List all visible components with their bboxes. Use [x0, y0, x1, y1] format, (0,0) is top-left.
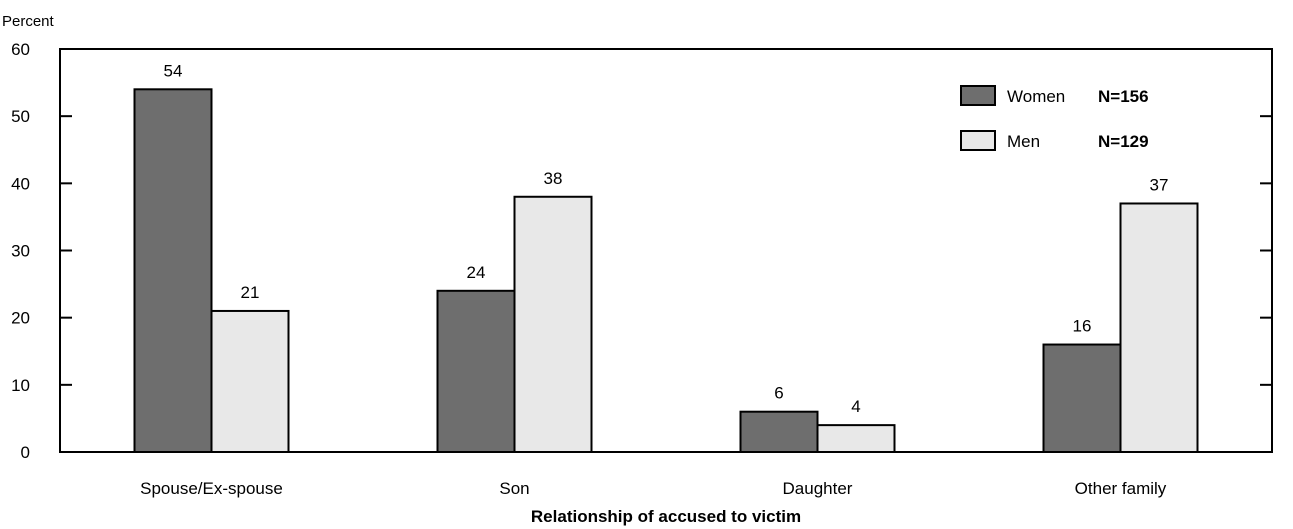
bar-men — [210, 309, 290, 454]
y-tick-label: 30 — [11, 242, 30, 261]
y-tick-label: 10 — [11, 376, 30, 395]
data-label: 37 — [1150, 175, 1169, 194]
y-tick-label: 0 — [21, 443, 30, 462]
y-tick-label: 20 — [11, 309, 30, 328]
x-category-label: Spouse/Ex-spouse — [140, 479, 283, 498]
bar-women — [739, 410, 819, 454]
data-label: 24 — [467, 263, 486, 282]
bars-group: 54 21 24 38 6 4 16 37 — [133, 61, 1199, 454]
data-label: 16 — [1073, 317, 1092, 336]
data-label: 21 — [241, 283, 260, 302]
bar-men — [816, 424, 896, 453]
legend-swatch-men — [960, 130, 996, 151]
data-label: 6 — [774, 384, 783, 403]
y-tick-label: 50 — [11, 107, 30, 126]
legend-label: Men — [1007, 132, 1040, 151]
legend-n-label: N=129 — [1098, 132, 1149, 151]
y-axis-label: Percent — [2, 13, 55, 30]
data-label: 4 — [851, 397, 860, 416]
bar-men — [513, 195, 593, 453]
legend: Women N=156 Men N=129 — [960, 85, 1149, 151]
bar-women — [1042, 343, 1122, 453]
x-category-label: Other family — [1075, 479, 1167, 498]
x-axis-title: Relationship of accused to victim — [531, 507, 801, 526]
x-category-label: Son — [499, 479, 529, 498]
y-tick-label: 60 — [11, 40, 30, 59]
y-axis: 0 10 20 30 40 50 60 — [11, 40, 1272, 462]
x-axis: Spouse/Ex-spouse Son Daughter Other family — [140, 479, 1167, 498]
bar-women — [133, 88, 213, 454]
legend-swatch-women — [960, 85, 996, 106]
bar-women — [436, 289, 516, 453]
data-label: 38 — [544, 169, 563, 188]
x-category-label: Daughter — [783, 479, 853, 498]
data-label: 54 — [164, 61, 183, 80]
legend-n-label: N=156 — [1098, 87, 1149, 106]
legend-label: Women — [1007, 87, 1065, 106]
y-tick-label: 40 — [11, 174, 30, 193]
bar-men — [1119, 202, 1199, 453]
